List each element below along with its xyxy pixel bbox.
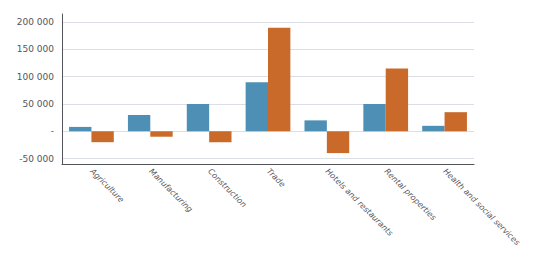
svg-text:100 000: 100 000 bbox=[17, 72, 54, 82]
svg-text:Construction: Construction bbox=[206, 167, 248, 209]
svg-text:Agriculture: Agriculture bbox=[88, 166, 126, 204]
svg-text:-: - bbox=[51, 126, 54, 136]
svg-text:Hotels and restaurants: Hotels and restaurants bbox=[324, 167, 395, 238]
svg-text:Manufacturing: Manufacturing bbox=[147, 167, 194, 214]
svg-text:50 000: 50 000 bbox=[23, 99, 55, 109]
svg-text:Rental properties: Rental properties bbox=[383, 167, 438, 222]
svg-text:150 000: 150 000 bbox=[17, 44, 54, 54]
svg-text:Health and social services: Health and social services bbox=[441, 167, 521, 247]
svg-text:-50 000: -50 000 bbox=[19, 154, 54, 164]
svg-text:Trade: Trade bbox=[265, 167, 287, 189]
svg-text:200 000: 200 000 bbox=[17, 17, 54, 27]
